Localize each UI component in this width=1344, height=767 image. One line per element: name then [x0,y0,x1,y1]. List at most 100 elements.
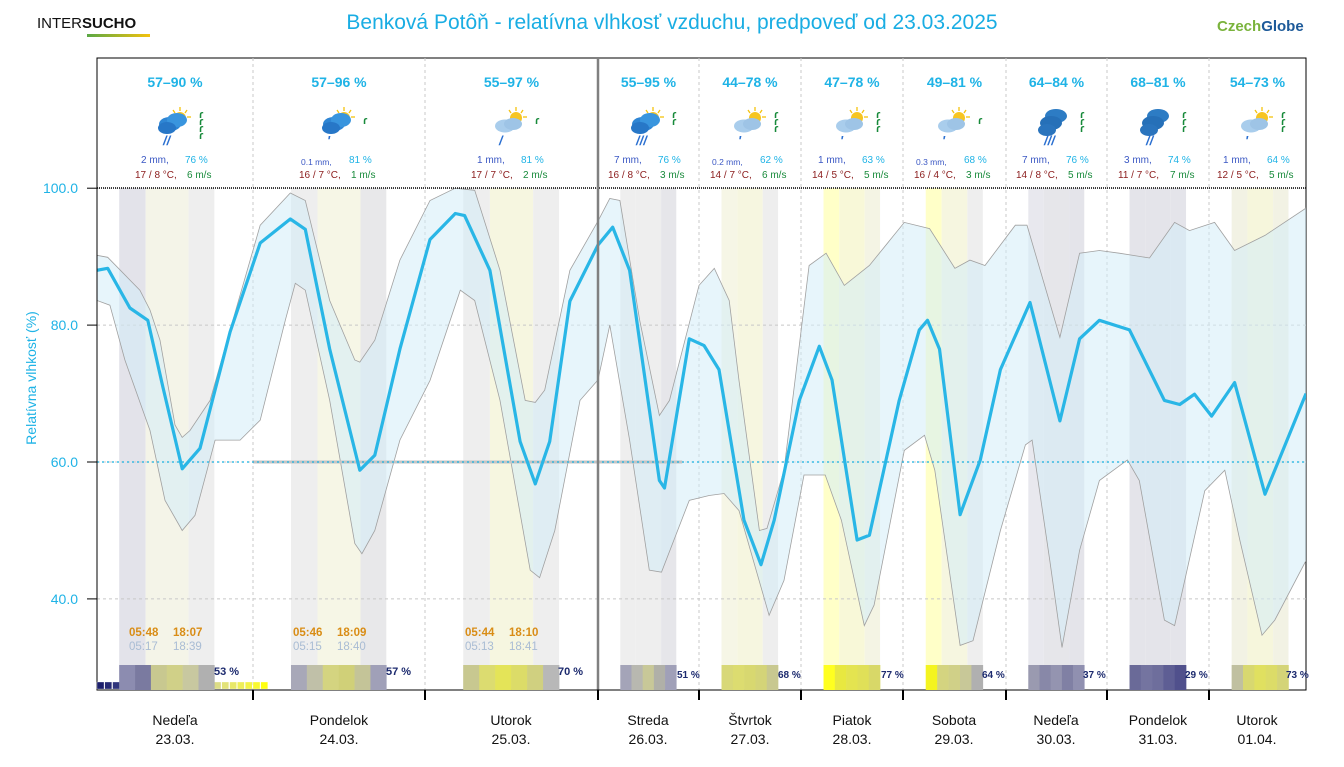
humidity-range: 54–73 % [1229,74,1286,90]
sunshine-block-segment [925,665,938,690]
humidity-range: 47–78 % [824,74,880,90]
sunshine-block-segment [1073,665,1085,690]
sunshine-block-segment [834,665,847,690]
sunshine-block-segment [527,665,544,690]
sunshine-block-segment [198,665,215,690]
precipitation-amount: 1 mm, [818,155,846,166]
weekday-label: Utorok [1236,712,1278,728]
sunshine-block-segment [1129,665,1142,690]
sunshine-percent: 73 % [1286,670,1309,681]
x-axis-day-label: Streda 26.03. [598,711,698,749]
y-tick-label: 60.0 [51,454,78,470]
wind-speed: 5 m/s [864,170,889,181]
date-label: 26.03. [628,731,668,747]
precipitation-amount: 0.1 mm, [301,157,332,167]
temperature-range: 11 / 7 °C, [1118,170,1160,181]
sunshine-block-segment [721,665,734,690]
sunshine-scale-swatch [96,681,105,690]
sunshine-percent: 57 % [386,666,412,678]
sunrise-time: 05:44 [465,627,495,639]
precipitation-icon: // [1146,133,1154,148]
weekday-label: Nedeľa [1033,712,1079,728]
temperature-range: 16 / 7 °C, [299,170,341,181]
sunshine-percent: 77 % [881,670,904,681]
logo-text-globe: Globe [1261,18,1304,35]
wind-speed: 5 m/s [1068,170,1093,181]
sunshine-block-segment [937,665,949,690]
precipitation-amount: 0.2 mm, [712,157,743,167]
sunshine-percent: 37 % [1083,670,1106,681]
civil-twilight-end: 18:41 [509,641,538,653]
humidity-range: 68–81 % [1130,74,1186,90]
intersucho-logo: INTERSUCHO [37,15,150,37]
czechglobe-logo: CzechGlobe [1217,18,1304,35]
temperature-range: 17 / 8 °C, [135,170,177,181]
day-forecast-panel: 57–90 % ɾ ɾ ɾ ɾ // 2 mm, 76 % 17 / 8 °C, 6 m/s [97,60,253,187]
temperature-range: 17 / 7 °C, [471,170,513,181]
weekday-label: Streda [627,712,669,728]
sunshine-block-segment [1039,665,1051,690]
logo-text-sucho: SUCHO [82,15,137,32]
day-forecast-panel: 55–97 % ɾ / 1 mm, 81 % 17 / 7 °C, 2 m/s [425,60,598,187]
sunset-time: 18:09 [337,627,367,639]
wind-speed: 6 m/s [187,170,212,181]
sunshine-block-segment [857,665,870,690]
sunshine-block-segment [338,665,355,690]
sunshine-block-segment [322,665,339,690]
sun-light-cloud-icon [489,105,529,139]
sunshine-block-segment [948,665,961,690]
mean-humidity: 62 % [760,155,783,166]
sunshine-block-segment [543,665,560,690]
wind-speed: 5 m/s [1269,170,1294,181]
precipitation-icon: ' [840,133,844,148]
precipitation-icon: // [163,133,171,148]
precipitation-amount: 3 mm, [1124,155,1152,166]
sunshine-block-segment [495,665,512,690]
date-label: 31.03. [1138,731,1178,747]
sun-cloud-rain-icon [626,105,666,139]
x-axis-day-label: Štvrtok 27.03. [700,711,800,749]
weekday-label: Štvrtok [728,712,772,728]
sunshine-block-segment [463,665,480,690]
sunshine-block-segment [119,665,136,690]
mean-humidity: 81 % [349,155,372,166]
humidity-range: 49–81 % [926,74,983,90]
sun-light-cloud-icon [1235,105,1275,139]
sunrise-time: 05:46 [293,627,323,639]
date-label: 28.03. [832,731,872,747]
weekday-label: Pondelok [1128,712,1188,728]
date-label: 23.03. [155,731,195,747]
civil-twilight-start: 05:15 [293,641,322,653]
precipitation-amount: 1 mm, [477,155,505,166]
sunshine-scale-swatch [104,681,112,690]
sunset-time: 18:10 [509,627,539,639]
sunshine-block-segment [1174,665,1187,690]
sunrise-time: 05:48 [129,627,159,639]
daylight-column [119,188,146,690]
heavy-cloud-rain-icon [1136,105,1176,139]
band-upper-line [97,188,1306,532]
logo-underline [87,34,150,37]
humidity-range: 57–90 % [147,74,203,90]
sunshine-scale-swatch [245,681,253,690]
sun-cloud-rain-icon [153,105,193,139]
x-axis-day-label: Pondelok 31.03. [1108,711,1208,749]
civil-twilight-end: 18:39 [173,641,202,653]
uncertainty-band [97,188,1306,648]
mean-humidity: 76 % [658,155,681,166]
sunshine-block-segment [620,665,632,690]
sun-cloud-drizzle-icon [317,105,357,139]
date-label: 29.03. [934,731,974,747]
x-axis-day-label: Utorok 01.04. [1207,711,1307,749]
sunshine-block-segment [1152,665,1164,690]
sunshine-percent: 64 % [982,670,1005,681]
heavy-cloud-rain-icon [1034,105,1074,139]
sunshine-block-segment [744,665,756,690]
y-axis-label: Relatívna vlhkosť (%) [23,311,39,445]
